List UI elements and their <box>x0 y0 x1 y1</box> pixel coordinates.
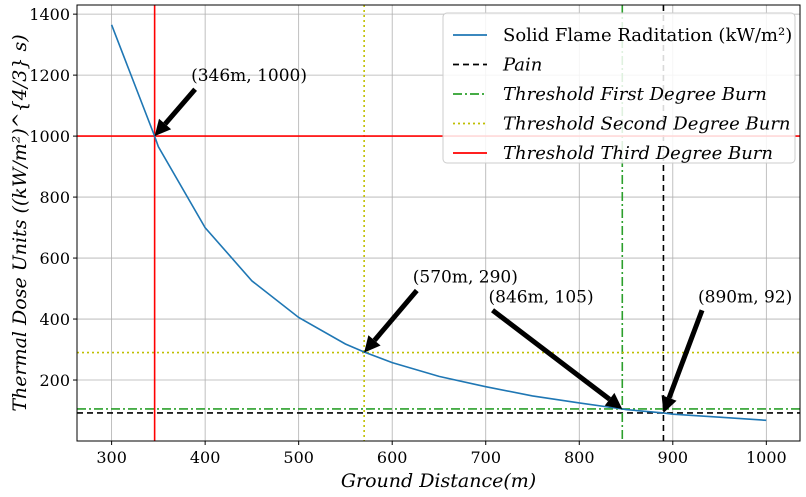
legend: Solid Flame Raditation (kW/m²) Pain Thresh… <box>442 12 796 164</box>
y-tick-label: 800 <box>39 188 70 207</box>
y-tick-label: 1400 <box>29 5 70 24</box>
annotation-arrow-head <box>604 392 623 409</box>
y-axis-label: Thermal Dose Units ((kW/m²)^{4/3} s) <box>9 34 31 411</box>
series-line <box>110 24 767 422</box>
legend-label: Pain <box>502 55 542 76</box>
x-axis-ticks: 300 400 500 600 700 800 900 1000 <box>96 441 787 467</box>
legend-label: Threshold Third Degree Burn <box>503 143 773 164</box>
series-layer <box>110 24 767 422</box>
x-tick-label: 300 <box>96 448 127 467</box>
x-tick-label: 500 <box>283 448 314 467</box>
annotation-arrow-shaft <box>163 87 198 126</box>
x-tick-label: 400 <box>190 448 221 467</box>
x-tick-label: 700 <box>470 448 501 467</box>
legend-label: Threshold First Degree Burn <box>503 84 767 105</box>
x-axis-label: Ground Distance(m) <box>341 470 536 492</box>
annotation-label: (890m, 92) <box>698 287 792 307</box>
x-tick-label: 800 <box>564 448 595 467</box>
annotation-arrow-shaft <box>666 309 705 399</box>
y-axis-ticks: 200 400 600 800 1000 1200 1400 <box>29 5 77 390</box>
y-tick-label: 400 <box>39 310 70 329</box>
annotation-arrow-head <box>661 395 677 413</box>
annotation-label: (846m, 105) <box>489 287 594 307</box>
y-tick-label: 600 <box>39 249 70 268</box>
x-tick-label: 1000 <box>746 448 787 467</box>
annotation-arrow-head <box>364 335 381 353</box>
annotation-arrow-shaft <box>491 308 612 402</box>
y-tick-label: 1000 <box>29 127 70 146</box>
legend-label: Solid Flame Raditation (kW/m²) <box>503 25 792 46</box>
annotation-arrow-head <box>154 118 172 137</box>
annotations: (346m, 1000) (570m, 290)(846m, 105) (890m,… <box>154 66 792 413</box>
plot-frame <box>76 4 801 442</box>
y-tick-label: 1200 <box>29 66 70 85</box>
x-tick-label: 600 <box>377 448 408 467</box>
annotation-arrow-shaft <box>372 288 419 342</box>
y-tick-label: 200 <box>39 371 70 390</box>
legend-label: Threshold Second Degree Burn <box>503 114 791 135</box>
x-tick-label: 900 <box>658 448 689 467</box>
annotation-label: (346m, 1000) <box>191 66 307 86</box>
legend-box <box>442 12 796 164</box>
annotation-label: (570m, 290) <box>413 267 518 287</box>
